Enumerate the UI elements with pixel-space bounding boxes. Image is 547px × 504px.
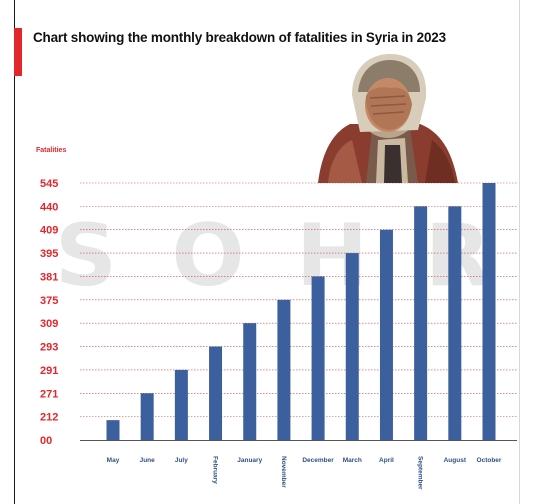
- y-tick-label: 291: [40, 365, 58, 377]
- bar: [106, 420, 120, 440]
- x-tick-label: February: [212, 456, 219, 484]
- x-tick-label: December: [302, 457, 334, 464]
- frame-left-border: [14, 0, 15, 504]
- bar: [174, 369, 188, 440]
- chart-title: Chart showing the monthly breakdown of f…: [33, 30, 446, 45]
- watermark-letter: O: [171, 206, 244, 306]
- x-tick-label: November: [280, 456, 287, 488]
- y-tick-label: 381: [40, 271, 58, 283]
- bar: [311, 276, 325, 440]
- photo-illustration: [318, 54, 458, 183]
- x-tick-label: March: [343, 457, 362, 464]
- y-tick-label: 375: [40, 295, 58, 307]
- frame-right-border: [519, 0, 520, 504]
- gridlines: [80, 182, 517, 417]
- title-accent-bar: [14, 28, 22, 76]
- x-tick-label: July: [175, 457, 188, 464]
- x-tick-label: June: [140, 457, 156, 464]
- y-tick-label: 212: [40, 412, 58, 424]
- y-tick-label: 409: [40, 225, 58, 237]
- bar: [345, 253, 359, 440]
- bars: [106, 183, 496, 440]
- bar: [414, 206, 428, 440]
- y-tick-label: 440: [40, 201, 58, 213]
- bar: [448, 206, 462, 440]
- y-tick-label: 545: [40, 178, 58, 190]
- x-tick-labels: May June July February January November Decemb…: [107, 456, 502, 490]
- x-tick-label: August: [444, 457, 467, 464]
- bar: [379, 229, 393, 440]
- bar: [277, 299, 291, 440]
- y-tick-labels: 00 212 271 291 293 309 375 381 395 409 440 545: [40, 178, 58, 447]
- y-tick-label: 395: [40, 248, 58, 260]
- x-tick-label: May: [107, 457, 120, 464]
- y-tick-label: 309: [40, 318, 58, 330]
- x-tick-label: January: [237, 457, 262, 464]
- y-tick-label: 00: [40, 435, 52, 447]
- bar: [482, 183, 496, 440]
- bar: [140, 393, 154, 440]
- y-axis-label: Fatalities: [36, 147, 67, 154]
- watermark-letter: S: [55, 206, 117, 306]
- y-tick-label: 271: [40, 388, 58, 400]
- x-tick-label: ApriI: [379, 457, 394, 464]
- x-tick-label: October: [477, 457, 502, 464]
- y-tick-label: 293: [40, 342, 58, 354]
- bar: [243, 323, 257, 440]
- x-tick-label: September: [417, 456, 424, 490]
- bar: [209, 346, 223, 440]
